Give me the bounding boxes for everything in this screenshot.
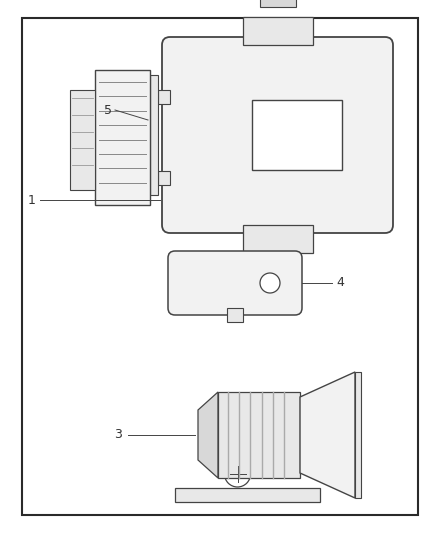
Bar — [259, 253, 296, 263]
Circle shape — [225, 461, 251, 487]
Bar — [252, 100, 342, 170]
Polygon shape — [300, 372, 355, 498]
Bar — [218, 392, 300, 478]
Bar — [95, 70, 150, 205]
Bar — [227, 308, 243, 322]
Bar — [355, 372, 361, 498]
Text: 3: 3 — [114, 429, 122, 441]
Bar — [175, 488, 320, 502]
FancyBboxPatch shape — [162, 37, 393, 233]
Polygon shape — [198, 392, 218, 478]
Bar — [150, 75, 158, 195]
Bar — [70, 90, 95, 190]
Bar — [243, 17, 312, 45]
Text: 5: 5 — [104, 103, 112, 117]
Bar — [243, 225, 312, 253]
FancyBboxPatch shape — [168, 251, 302, 315]
Text: 4: 4 — [336, 277, 344, 289]
Bar — [259, 0, 296, 7]
Bar — [158, 171, 170, 185]
Circle shape — [260, 273, 280, 293]
Text: 1: 1 — [28, 193, 36, 206]
Bar — [158, 90, 170, 104]
